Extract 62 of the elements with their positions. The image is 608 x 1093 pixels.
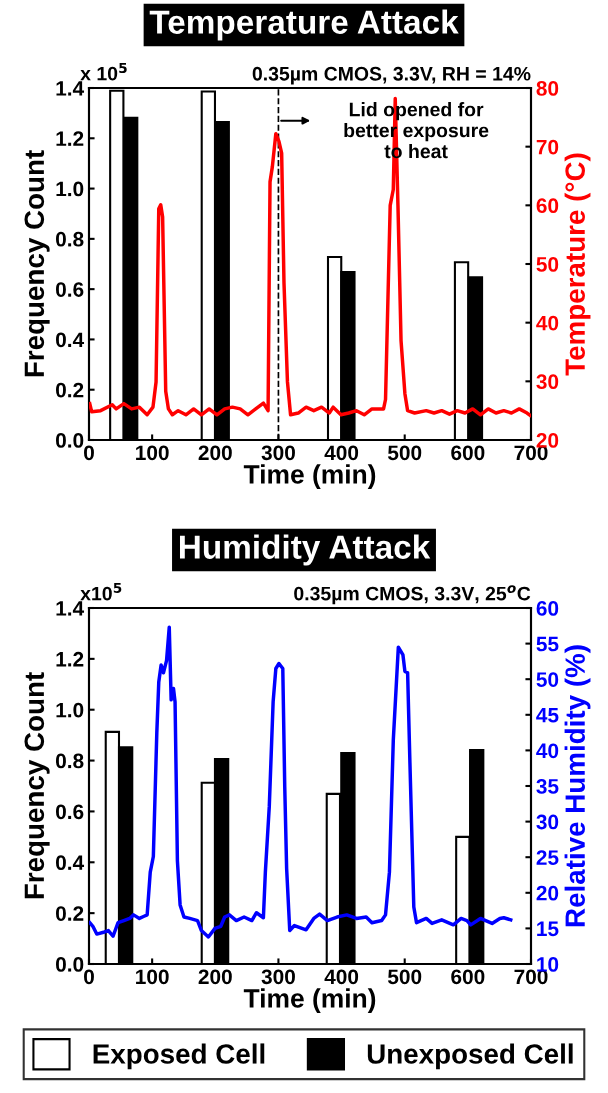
x-tick-label: 200 <box>198 969 232 985</box>
x-tick-label: 100 <box>136 969 169 985</box>
y-tick-label: 0.8 <box>56 753 84 769</box>
x-tick-label: 0 <box>84 969 94 985</box>
y-tick-label: 1.0 <box>56 181 84 197</box>
y2-tick-label: 30 <box>536 374 559 390</box>
x-tick-label: 400 <box>324 445 359 461</box>
y2-tick-label: 40 <box>536 743 559 759</box>
y-tick-label: 0.2 <box>56 906 84 921</box>
y2-tick-label: 50 <box>536 672 559 687</box>
y-tick-label: 0.2 <box>56 382 84 398</box>
y2-tick-label: 40 <box>536 315 559 331</box>
y-tick-label: 1.4 <box>56 601 85 616</box>
x-axis-title: Time (min) <box>243 464 376 489</box>
y2-tick-label: 60 <box>536 601 559 616</box>
y-tick-label: 0.4 <box>56 855 85 871</box>
y2-tick-label: 70 <box>536 139 559 155</box>
x-axis-title: Time (min) <box>243 988 376 1013</box>
x-tick-label: 500 <box>387 969 422 985</box>
y-tick-label: 1.2 <box>56 651 84 667</box>
y2-axis-title: Temperature (°C) <box>564 153 591 376</box>
legend-label: Unexposed Cell <box>367 1043 573 1070</box>
y-tick-label: 0.6 <box>56 804 84 820</box>
x-tick-label: 100 <box>136 445 169 461</box>
y2-tick-label: 15 <box>537 921 559 937</box>
y2-tick-label: 50 <box>536 257 559 272</box>
line-series <box>89 625 513 939</box>
y-tick-label: 1.4 <box>56 81 85 96</box>
y2-axis-title: Relative Humidity (%) <box>564 645 591 927</box>
y2-tick-label: 45 <box>536 708 559 723</box>
x-tick-label: 600 <box>451 969 485 985</box>
chart-title: Humidity Attack <box>179 534 431 566</box>
line-series <box>89 96 531 418</box>
chart-title: Temperature Attack <box>149 9 459 41</box>
y2-tick-label: 80 <box>536 81 559 96</box>
y2-tick-label: 20 <box>536 885 559 901</box>
text: x 10$^{5}$ <box>80 62 127 81</box>
y2-tick-label: 35 <box>536 779 559 794</box>
x-tick-label: 600 <box>451 445 485 461</box>
y-tick-label: 0.0 <box>56 957 84 972</box>
x-tick-label: 300 <box>261 969 295 985</box>
text: x10$^{5}$ <box>80 582 122 601</box>
y2-tick-label: 60 <box>536 198 559 214</box>
x-tick-label: 300 <box>261 445 295 461</box>
x-tick-label: 0 <box>84 445 94 461</box>
x-tick-label: 200 <box>198 445 232 461</box>
y2-tick-label: 30 <box>536 814 559 830</box>
y-tick-label: 0.0 <box>56 433 84 448</box>
y-tick-label: 0.6 <box>56 282 84 297</box>
y-tick-label: 1.0 <box>56 702 84 718</box>
text: 0.35µm CMOS, 3.3V, 25$^{o}$C <box>294 585 531 605</box>
y-tick-label: 0.4 <box>56 332 85 348</box>
x-tick-label: 500 <box>387 445 422 461</box>
y-tick-label: 0.8 <box>56 231 84 247</box>
y2-tick-label: 25 <box>536 850 559 865</box>
y2-tick-label: 55 <box>536 636 559 652</box>
x-tick-label: 400 <box>324 969 359 985</box>
legend-label: Exposed Cell <box>93 1043 265 1070</box>
y-tick-label: 1.2 <box>56 131 84 146</box>
y-axis-title: Frequency Count <box>24 150 50 377</box>
y-axis-title: Frequency Count <box>24 672 50 899</box>
text: 0.35µm CMOS, 3.3V, RH = 14% <box>252 66 531 85</box>
